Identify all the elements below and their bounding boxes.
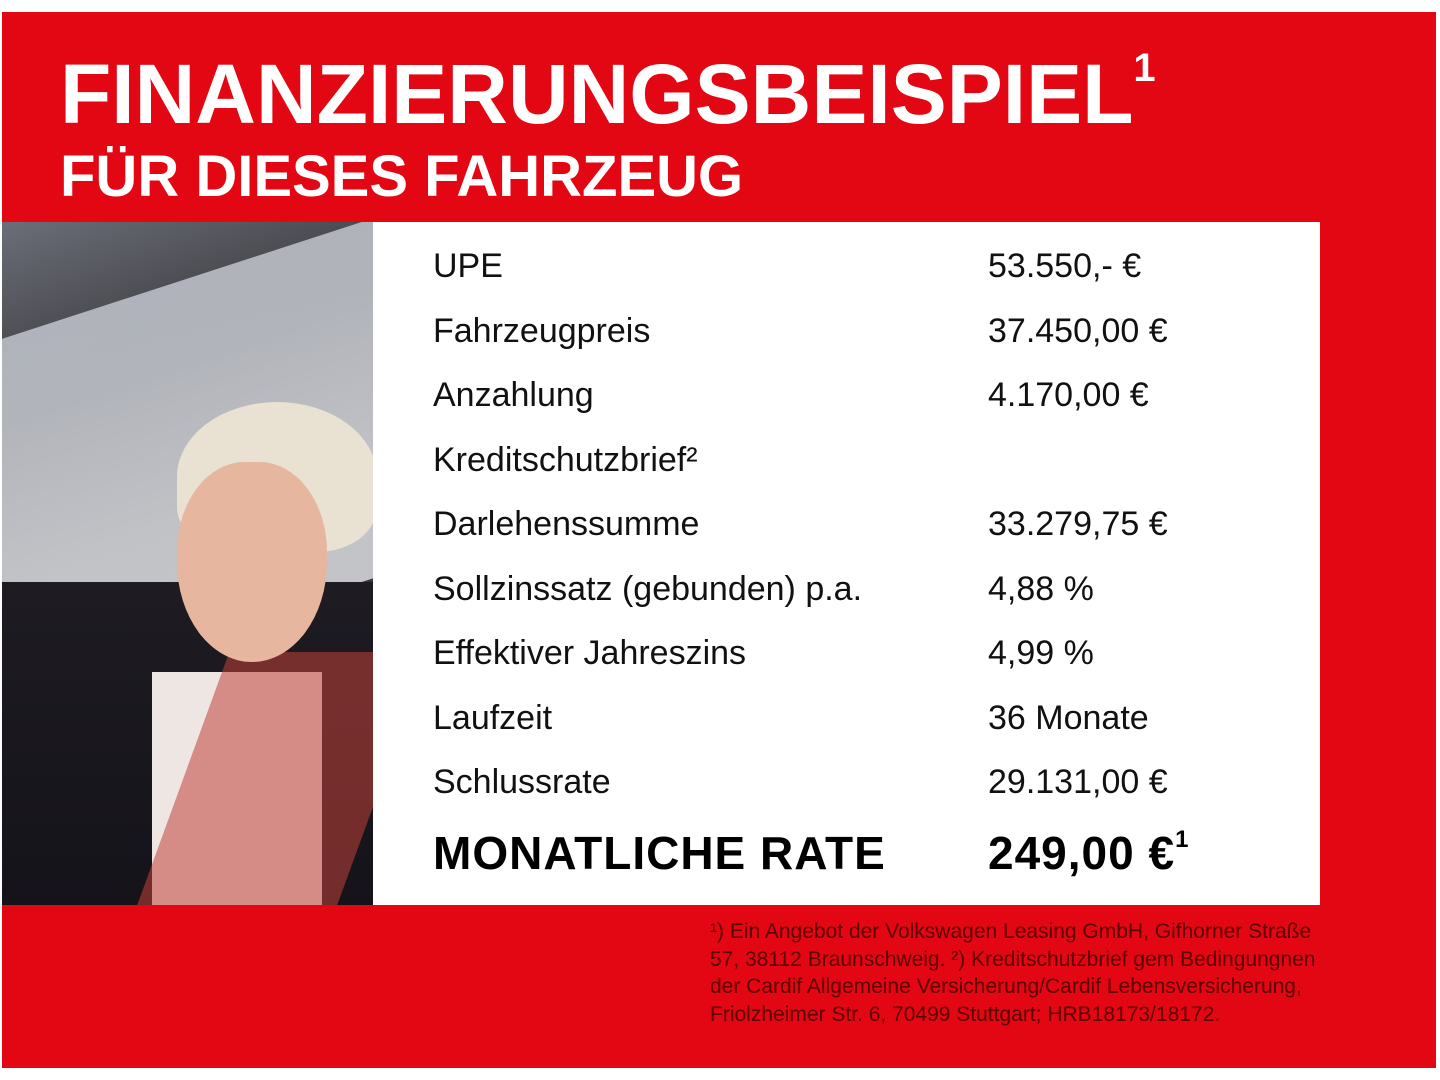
page-subtitle: FÜR DIESES FAHRZEUG [60, 144, 744, 209]
row-label: Sollzinssatz (gebunden) p.a. [433, 570, 863, 608]
row-label: Kreditschutzbrief² [433, 441, 698, 479]
footnote: ¹) Ein Angebot der Volkswagen Leasing Gm… [710, 920, 1316, 1026]
row-value: 33.279,75 € [988, 505, 1168, 543]
row-value: 4,88 % [988, 570, 1094, 608]
monthly-rate-value: 249,00 €1 [988, 826, 1189, 880]
monthly-rate-footnote-mark: 1 [1175, 826, 1190, 853]
row-label: Anzahlung [433, 376, 594, 414]
row-value: 36 Monate [988, 699, 1149, 737]
row-label: UPE [433, 247, 503, 285]
row-value: 4.170,00 € [988, 376, 1149, 414]
title-footnote-mark: 1 [1133, 46, 1156, 90]
row-label: Darlehenssumme [433, 505, 700, 543]
row-value: 37.450,00 € [988, 312, 1168, 350]
monthly-rate-amount: 249,00 € [988, 827, 1176, 879]
row-label: Fahrzeugpreis [433, 312, 651, 350]
title-text: FINANZIERUNGSBEISPIEL [60, 47, 1134, 141]
row-value: 4,99 % [988, 634, 1094, 672]
woman-in-car-photo [2, 222, 373, 905]
monthly-rate-label: MONATLICHE RATE [433, 827, 886, 879]
row-label: Effektiver Jahreszins [433, 634, 747, 672]
row-value: 29.131,00 € [988, 763, 1168, 801]
financing-table: UPE 53.550,- € Fahrzeugpreis 37.450,00 € A… [373, 222, 1320, 905]
page-title: FINANZIERUNGSBEISPIEL1 [60, 48, 1156, 136]
row-label: Laufzeit [433, 699, 553, 737]
row-value: 53.550,- € [988, 247, 1142, 285]
row-label: Schlussrate [433, 763, 611, 801]
